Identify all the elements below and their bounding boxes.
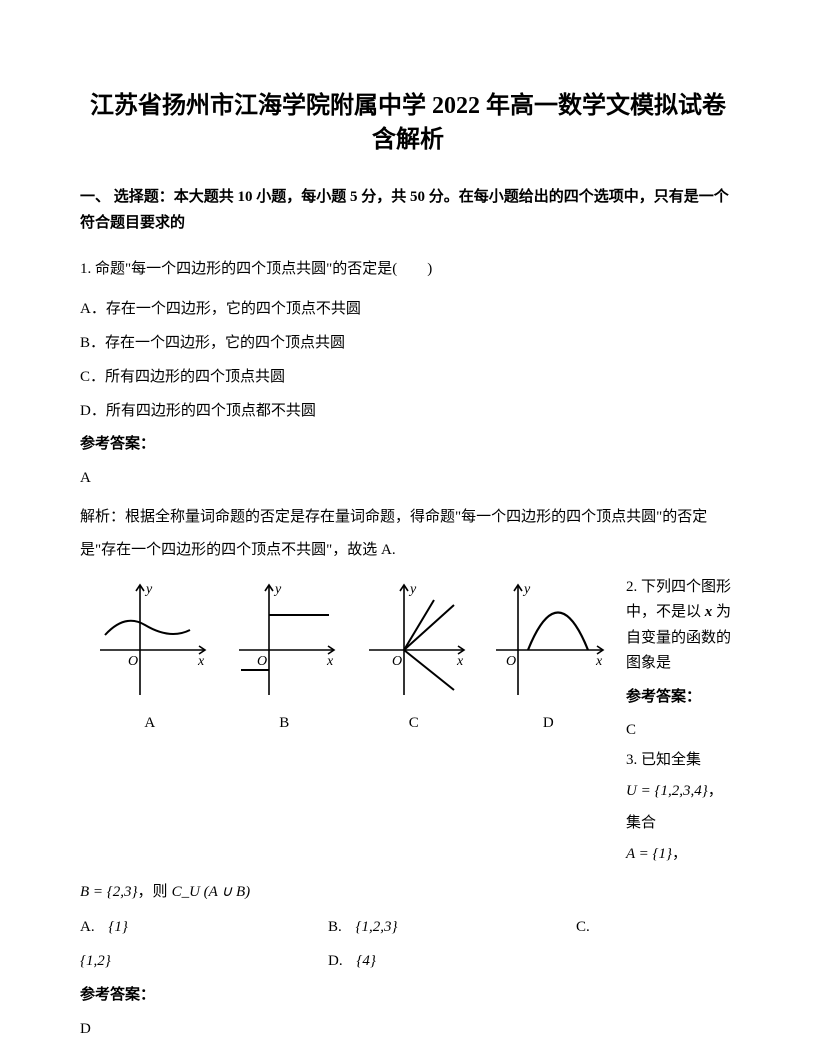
q1-option-d: D．所有四边形的四个顶点都不共圆 xyxy=(80,396,736,426)
q1-answer: A xyxy=(80,464,736,493)
svg-text:y: y xyxy=(522,582,531,597)
svg-text:x: x xyxy=(197,654,205,669)
graph-a-label: A xyxy=(144,711,155,735)
q3-opt-a-val: {1} xyxy=(108,919,128,935)
q3-U-math: U = {1,2,3,4} xyxy=(626,783,708,799)
q3-B: B = {2,3} xyxy=(80,880,138,904)
q2-x-var: x xyxy=(705,604,713,620)
graph-d-svg: y x O xyxy=(488,575,608,705)
svg-text:y: y xyxy=(408,582,417,597)
q3-opt-b-val: {1,2,3} xyxy=(356,919,398,935)
q3-set-label: 集合 xyxy=(626,811,736,837)
graph-a-block: y x O A xyxy=(90,575,210,735)
q3-comma1: ， xyxy=(708,783,723,799)
graph-b-block: y x O B xyxy=(229,575,339,735)
q1-option-b: B．存在一个四边形，它的四个顶点共圆 xyxy=(80,328,736,358)
q3-answer-label: 参考答案： xyxy=(80,983,736,1007)
q3-opt-c-label: C. xyxy=(576,919,590,935)
q3-options: A. {1} B. {1,2,3} C. {1,2} D. {4} xyxy=(80,910,736,979)
q2-answer-label: 参考答案： xyxy=(626,685,736,711)
q2-container: y x O A y x O xyxy=(80,575,736,868)
q3-ze: ，则 xyxy=(138,880,168,904)
graph-c-svg: y x O xyxy=(359,575,469,705)
q3-opt-c-val-row: {1,2} xyxy=(80,944,300,979)
section-1-header: 一、 选择题：本大题共 10 小题，每小题 5 分，共 50 分。在每小题给出的… xyxy=(80,185,736,236)
svg-text:y: y xyxy=(273,582,282,597)
q3-answer: D xyxy=(80,1015,736,1044)
q1-option-c: C．所有四边形的四个顶点共圆 xyxy=(80,362,736,392)
exam-title: 江苏省扬州市江海学院附属中学 2022 年高一数学文模拟试卷含解析 xyxy=(80,90,736,157)
q2-answer: C xyxy=(626,718,736,744)
q3-U: U = {1,2,3,4}， xyxy=(626,779,736,805)
q3-opt-b: B. {1,2,3} xyxy=(328,910,548,945)
svg-text:O: O xyxy=(128,654,138,669)
q2-side-text: 2. 下列四个图形中，不是以 x 为自变量的函数的图象是 参考答案： C 3. … xyxy=(626,575,736,868)
q3-row2: B = {2,3} ，则 C_U (A ∪ B) xyxy=(80,880,736,904)
q1-answer-label: 参考答案： xyxy=(80,432,736,456)
svg-text:x: x xyxy=(595,654,603,669)
svg-text:O: O xyxy=(392,654,402,669)
q3-opt-d: D. {4} xyxy=(328,944,376,979)
q3-A: A = {1}， xyxy=(626,842,736,868)
q3-comma2: ， xyxy=(672,846,687,862)
q1-explanation: 解析：根据全称量词命题的否定是存在量词命题，得命题"每一个四边形的四个顶点共圆"… xyxy=(80,501,736,567)
q3-opt-c-label-only: C. xyxy=(576,910,590,945)
graph-b-svg: y x O xyxy=(229,575,339,705)
q3-opt-d-val: {4} xyxy=(356,953,376,969)
graph-c-block: y x O C xyxy=(359,575,469,735)
q1-option-a: A．存在一个四边形，它的四个顶点不共圆 xyxy=(80,294,736,324)
svg-text:O: O xyxy=(506,654,516,669)
q3-opt-b-label: B. xyxy=(328,919,342,935)
q3-expr: C_U (A ∪ B) xyxy=(172,880,251,904)
svg-text:y: y xyxy=(144,582,153,597)
graph-c-label: C xyxy=(409,711,419,735)
svg-text:O: O xyxy=(257,654,267,669)
graph-b-label: B xyxy=(279,711,289,735)
q1-stem: 1. 命题"每一个四边形的四个顶点共圆"的否定是( ) xyxy=(80,254,736,284)
q3-opt-d-label: D. xyxy=(328,953,343,969)
svg-text:x: x xyxy=(456,654,464,669)
graph-d-label: D xyxy=(543,711,554,735)
q2-graphs: y x O A y x O xyxy=(80,575,618,735)
svg-text:x: x xyxy=(326,654,334,669)
q3-opt-a-label: A. xyxy=(80,919,95,935)
q3-A-math: A = {1} xyxy=(626,846,672,862)
graph-a-svg: y x O xyxy=(90,575,210,705)
q3-opt-a: A. {1} xyxy=(80,910,300,945)
q3-opt-c-val: {1,2} xyxy=(80,953,111,969)
q3-stem: 3. 已知全集 xyxy=(626,748,736,774)
graph-d-block: y x O D xyxy=(488,575,608,735)
